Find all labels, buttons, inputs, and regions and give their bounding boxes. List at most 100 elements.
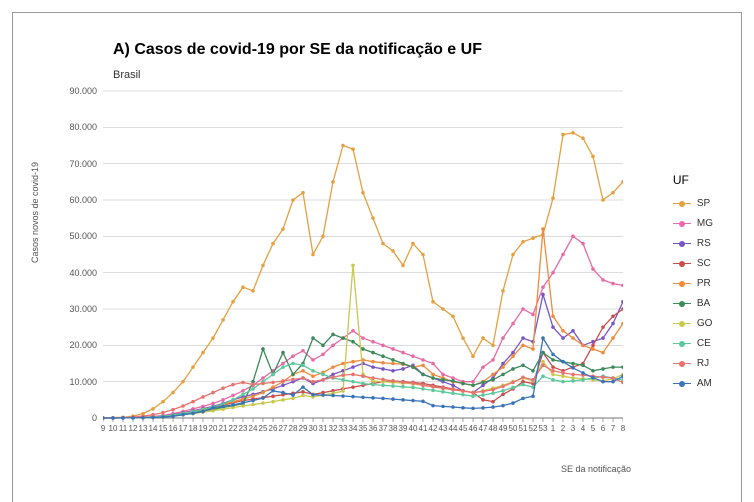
series-point [431, 373, 435, 377]
series-point [261, 376, 265, 380]
series-point [501, 336, 505, 340]
series-point [391, 397, 395, 401]
series-point [521, 307, 525, 311]
y-tick-label: 30.000 [53, 304, 97, 314]
series-point [361, 395, 365, 399]
series-point [211, 391, 215, 395]
series-point [611, 365, 615, 369]
series-point [611, 322, 615, 326]
legend-item-SP: SP [673, 193, 713, 213]
series-point [161, 415, 165, 419]
series-point [181, 404, 185, 408]
series-point [171, 391, 175, 395]
series-point [361, 382, 365, 386]
series-point [291, 354, 295, 358]
series-point [411, 381, 415, 385]
series-point [271, 389, 275, 393]
legend-label: SP [697, 198, 710, 209]
x-tick-label: 8 [621, 424, 625, 433]
legend-item-BA: BA [673, 293, 713, 313]
series-point [381, 367, 385, 371]
series-point [621, 300, 623, 304]
series-point [361, 374, 365, 378]
x-tick-label: 31 [319, 424, 328, 433]
series-point [561, 374, 565, 378]
legend-items: SPMGRSSCPRBAGOCERJAM [673, 193, 713, 393]
x-tick-label: 19 [199, 424, 208, 433]
series-point [241, 404, 245, 408]
legend-item-PR: PR [673, 273, 713, 293]
series-point [541, 285, 545, 289]
x-tick-label: 41 [419, 424, 428, 433]
series-point [301, 394, 305, 398]
x-tick-label: 26 [269, 424, 278, 433]
x-tick-label: 21 [219, 424, 228, 433]
series-point [311, 336, 315, 340]
legend-item-RJ: RJ [673, 353, 713, 373]
series-point [241, 389, 245, 393]
x-tick-label: 49 [499, 424, 508, 433]
series-point [471, 354, 475, 358]
series-point [401, 351, 405, 355]
series-point [391, 249, 395, 253]
series-point [331, 376, 335, 380]
x-tick-label: 17 [179, 424, 188, 433]
series-point [451, 388, 455, 392]
x-tick-label: 24 [249, 424, 258, 433]
series-point [171, 408, 175, 412]
x-tick-label: 11 [119, 424, 127, 433]
x-tick-label: 51 [519, 424, 528, 433]
series-point [501, 365, 505, 369]
series-point [521, 336, 525, 340]
series-point [151, 416, 155, 420]
series-point [141, 416, 145, 420]
series-point [191, 365, 195, 369]
series-point [311, 374, 315, 378]
series-point [251, 403, 255, 407]
series-point [591, 369, 595, 373]
series-point [361, 336, 365, 340]
series-point [161, 411, 165, 415]
legend-label: GO [697, 318, 713, 329]
y-tick-label: 60.000 [53, 195, 97, 205]
legend-item-AM: AM [673, 373, 713, 393]
series-point [501, 389, 505, 393]
series-point [401, 385, 405, 389]
series-point [231, 398, 235, 402]
series-point [231, 403, 235, 407]
series-point [331, 180, 335, 184]
series-point [581, 136, 585, 140]
series-point [291, 362, 295, 366]
x-tick-label: 37 [379, 424, 388, 433]
x-tick-label: 30 [309, 424, 318, 433]
series-point [321, 235, 325, 239]
series-point [301, 369, 305, 373]
legend-label: RJ [697, 358, 709, 369]
series-point [341, 378, 345, 382]
x-tick-label: 9 [101, 424, 105, 433]
y-axis-label: Casos novos de covid-19 [30, 162, 40, 263]
series-point [281, 384, 285, 388]
series-point [281, 362, 285, 366]
series-point [551, 378, 555, 382]
series-point [501, 393, 505, 397]
legend-item-RS: RS [673, 233, 713, 253]
x-tick-label: 45 [459, 424, 468, 433]
series-point [501, 404, 505, 408]
series-point [471, 407, 475, 411]
series-point [231, 300, 235, 304]
series-point [381, 344, 385, 348]
x-tick-label: 27 [279, 424, 288, 433]
series-point [121, 416, 125, 420]
series-point [491, 373, 495, 377]
series-point [271, 242, 275, 246]
x-axis-label: SE da notificação [561, 464, 631, 474]
series-point [451, 405, 455, 409]
series-point [351, 380, 355, 384]
legend-swatch [673, 343, 691, 344]
series-point [551, 358, 555, 362]
series-point [211, 336, 215, 340]
x-tick-label: 16 [169, 424, 178, 433]
x-tick-label: 12 [129, 424, 138, 433]
x-tick-label: 33 [339, 424, 348, 433]
